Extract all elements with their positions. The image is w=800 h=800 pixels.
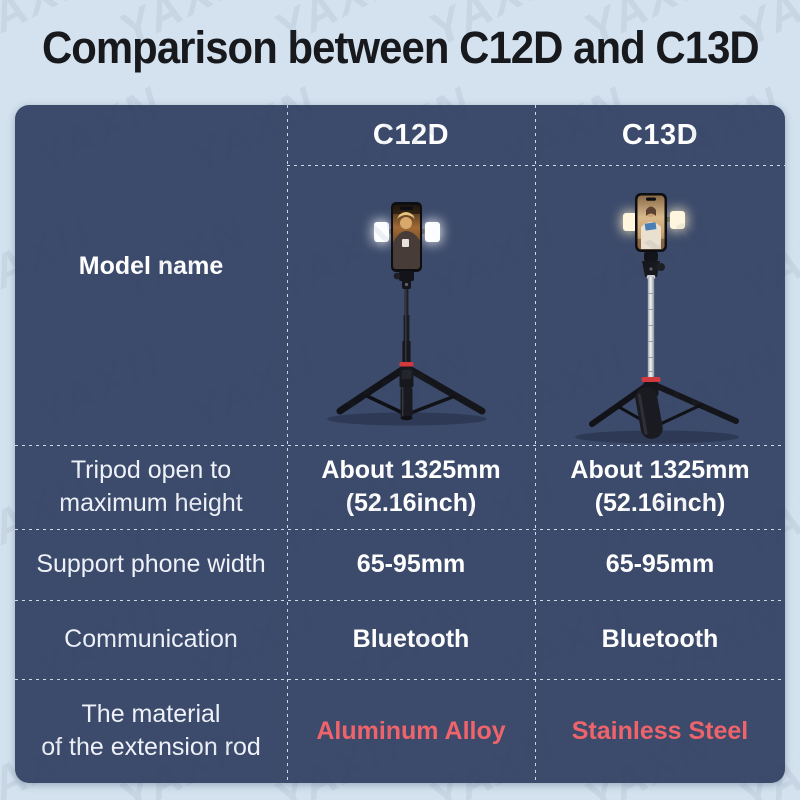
c13d-phone-mount <box>642 252 665 277</box>
c12d-phone-clamp <box>393 271 414 289</box>
value-line: 65-95mm <box>356 550 466 578</box>
row-label-line: Communication <box>64 625 238 653</box>
c13d-steel-pole <box>646 275 656 378</box>
row-label-line: Support phone width <box>36 550 266 578</box>
c12d-tripod <box>336 362 486 421</box>
value-line: Aluminum Alloy <box>316 716 506 745</box>
model-name-label: Model name <box>78 251 224 280</box>
row-label-tripod-max-height: Tripod open to maximum height <box>15 445 287 529</box>
row-label-extension-rod-material: The material of the extension rod <box>15 679 287 783</box>
c13d-phone <box>635 193 667 252</box>
row-label-support-phone-width: Support phone width <box>15 529 287 600</box>
value-line: About 1325mm <box>321 456 501 484</box>
c12d-fill-lights <box>373 221 441 243</box>
row-label-communication: Communication <box>15 600 287 679</box>
page-title-text: Comparison between C12D and C13D <box>41 22 760 73</box>
c12d-phone <box>391 202 422 272</box>
value-line: 65-95mm <box>605 550 715 578</box>
product-image-c12d <box>287 165 535 445</box>
c12d-red-ring <box>399 362 414 367</box>
c13d-phone-width-value: 65-95mm <box>535 529 785 600</box>
c13d-tripod <box>589 377 739 437</box>
column-header-c13d: C13D <box>621 118 699 151</box>
column-header-c12d: C12D <box>372 118 450 151</box>
comparison-table: C12D C13D Model name <box>15 105 785 783</box>
row-label-line: maximum height <box>59 489 243 517</box>
c13d-communication-value: Bluetooth <box>535 600 785 679</box>
c13d-fill-lights <box>622 210 686 232</box>
c13d-rod-material-value: Stainless Steel <box>535 679 785 783</box>
row-label-line: of the extension rod <box>41 733 261 761</box>
value-line: (52.16inch) <box>345 489 477 517</box>
c13d-red-ring <box>641 377 661 382</box>
c12d-phone-width-value: 65-95mm <box>287 529 535 600</box>
value-line: About 1325mm <box>570 456 750 484</box>
product-image-c13d <box>535 165 785 445</box>
c12d-rod-material-value: Aluminum Alloy <box>287 679 535 783</box>
page-title: Comparison between C12D and C13D <box>0 22 800 74</box>
value-line: Bluetooth <box>352 625 470 653</box>
value-line: Bluetooth <box>601 625 719 653</box>
c12d-communication-value: Bluetooth <box>287 600 535 679</box>
c13d-tripod-max-height-value: About 1325mm (52.16inch) <box>535 445 785 529</box>
row-label-line: Tripod open to <box>70 456 232 484</box>
c13d-grip-handle <box>635 387 663 439</box>
c12d-black-pole <box>402 289 411 362</box>
c12d-tripod-max-height-value: About 1325mm (52.16inch) <box>287 445 535 529</box>
value-line: (52.16inch) <box>594 489 726 517</box>
row-label-line: The material <box>81 700 221 728</box>
value-line: Stainless Steel <box>571 716 749 745</box>
